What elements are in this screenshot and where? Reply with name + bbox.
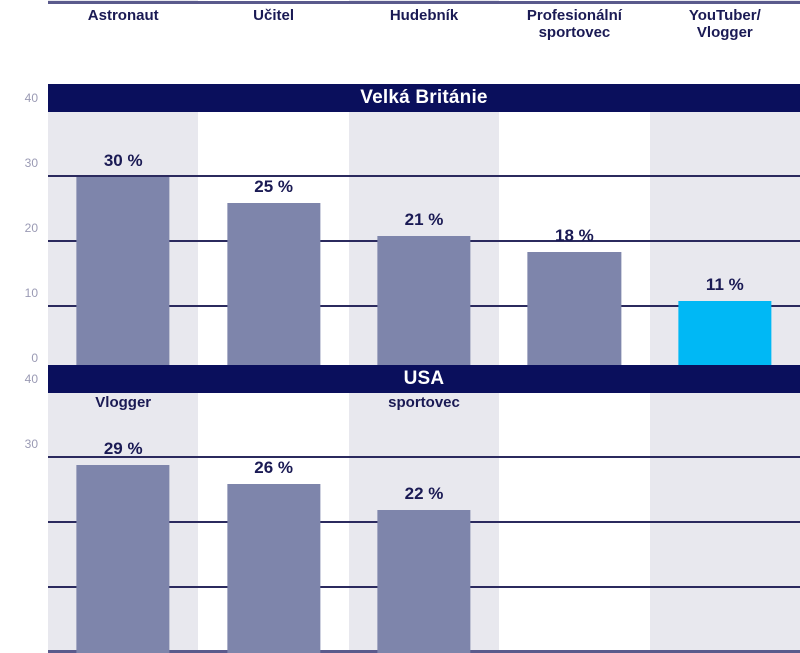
bar-slot: 11 % bbox=[650, 112, 800, 372]
bar bbox=[528, 252, 621, 372]
bar-value-label: 26 % bbox=[254, 458, 293, 478]
category-label-line: sportovec bbox=[351, 395, 497, 412]
bars-usa: 29 % 26 % 22 % bbox=[48, 393, 800, 653]
chart-panel-top: 0 AstronautUčitelHudebníkProfesionálnísp… bbox=[0, 0, 800, 54]
chart-title-usa: USA bbox=[404, 368, 445, 390]
bars-uk: 30 % 25 % 21 % 18 % 11 % bbox=[48, 112, 800, 372]
bar-slot: 26 % bbox=[198, 393, 348, 653]
y-axis-tick-label: 20 bbox=[25, 221, 38, 235]
bar-slot bbox=[650, 0, 800, 4]
category-label-line: Vlogger bbox=[50, 395, 196, 412]
y-axis-tick-label: 0 bbox=[31, 351, 38, 365]
bar-value-label: 30 % bbox=[104, 151, 143, 171]
chart-title-uk: Velká Británie bbox=[360, 87, 487, 109]
bars-top bbox=[48, 0, 800, 4]
y-axis-tick-label: 40 bbox=[25, 91, 38, 105]
x-axis-category-label: Hudebník bbox=[349, 8, 499, 42]
bar-value-label: 22 % bbox=[405, 484, 444, 504]
bar-slot: 18 % bbox=[499, 112, 649, 372]
bar bbox=[227, 484, 320, 653]
category-label-line: Vlogger bbox=[652, 25, 798, 42]
bar bbox=[227, 203, 320, 372]
y-axis-tick-label: 10 bbox=[25, 286, 38, 300]
plot-area-usa: 29 % 26 % 22 % bbox=[48, 393, 800, 653]
bar bbox=[377, 236, 470, 373]
plot-area-top bbox=[48, 0, 800, 4]
category-label-line: Profesionální bbox=[501, 8, 647, 25]
bar-slot bbox=[198, 0, 348, 4]
x-axis-category-label: YouTuber/Vlogger bbox=[650, 8, 800, 42]
category-label-line: YouTuber/ bbox=[652, 8, 798, 25]
bar bbox=[678, 301, 771, 373]
bar-value-label: 11 % bbox=[706, 275, 744, 295]
bar-slot: 30 % bbox=[48, 112, 198, 372]
y-axis-tick-label: 40 bbox=[25, 372, 38, 386]
chart-title-banner-uk: Velká Británie bbox=[48, 84, 800, 112]
bar-slot bbox=[349, 0, 499, 4]
x-axis-category-label: Učitel bbox=[198, 8, 348, 42]
x-axis-category-label: Astronaut bbox=[48, 8, 198, 42]
bar bbox=[377, 510, 470, 653]
bar-value-label: 18 % bbox=[555, 226, 594, 246]
y-axis-tick-label: 30 bbox=[25, 156, 38, 170]
bar-value-label: 21 % bbox=[405, 210, 444, 230]
bar-value-label: 25 % bbox=[254, 177, 293, 197]
bar-slot bbox=[499, 0, 649, 4]
bar bbox=[77, 177, 170, 372]
chart-title-banner-usa: USA bbox=[48, 365, 800, 393]
category-label-line: Učitel bbox=[200, 8, 346, 25]
category-label-line: sportovec bbox=[501, 25, 647, 42]
bar-slot: 21 % bbox=[349, 112, 499, 372]
category-label-line: Astronaut bbox=[50, 8, 196, 25]
bar-slot bbox=[499, 393, 649, 653]
bar bbox=[77, 465, 170, 653]
plot-area-uk: 30 % 25 % 21 % 18 % 11 % bbox=[48, 112, 800, 372]
bar-slot: 25 % bbox=[198, 112, 348, 372]
bar-slot bbox=[650, 393, 800, 653]
bar-slot: 29 % bbox=[48, 393, 198, 653]
category-label-line: Hudebník bbox=[351, 8, 497, 25]
bar-slot: 22 % bbox=[349, 393, 499, 653]
bar-slot bbox=[48, 0, 198, 4]
